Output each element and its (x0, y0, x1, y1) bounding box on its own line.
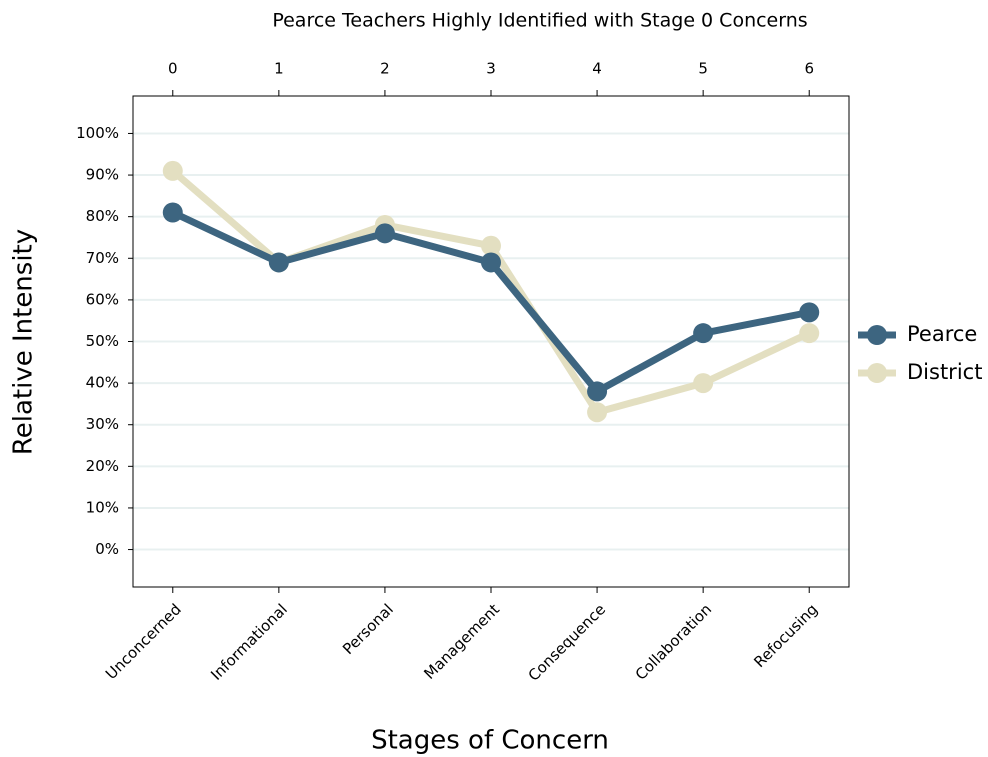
legend-swatch (867, 325, 887, 345)
data-point (799, 323, 820, 344)
data-point (162, 160, 183, 181)
top-tick-label: 5 (698, 60, 708, 78)
data-point (481, 252, 501, 273)
x-tick-label: Refocusing (750, 600, 821, 671)
x-axis-title: Stages of Concern (371, 726, 609, 756)
data-point (799, 302, 820, 323)
y-tick-label: 30% (86, 415, 119, 433)
top-tick-label: 1 (274, 60, 284, 78)
chart-title: Pearce Teachers Highly Identified with S… (272, 10, 807, 32)
x-tick-label: Personal (339, 600, 397, 658)
top-tick-label: 3 (486, 60, 496, 78)
x-tick-label: Management (420, 600, 503, 683)
y-tick-label: 0% (95, 540, 119, 558)
y-tick-label: 50% (86, 332, 119, 350)
x-tick-label: Collaboration (632, 600, 715, 683)
y-axis-title: Relative Intensity (9, 229, 39, 455)
data-point (162, 202, 183, 223)
series-line (170, 168, 811, 416)
top-tick-label: 4 (592, 60, 602, 78)
y-tick-label: 100% (76, 124, 119, 142)
x-tick-label: Consequence (525, 600, 609, 684)
legend-label: District (907, 360, 982, 384)
data-point (374, 223, 395, 244)
data-point (693, 373, 714, 394)
data-point (587, 381, 608, 402)
y-tick-label: 70% (86, 249, 119, 267)
top-tick-label: 0 (168, 60, 178, 78)
x-tick-label: Informational (207, 600, 291, 684)
y-tick-label: 80% (86, 207, 119, 225)
x-tick-label: Unconcerned (102, 600, 185, 683)
y-tick-label: 20% (86, 457, 119, 475)
legend-label: Pearce (907, 322, 977, 346)
y-tick-label: 90% (86, 166, 119, 184)
y-tick-label: 60% (86, 290, 119, 308)
top-tick-label: 2 (380, 60, 390, 78)
y-tick-label: 40% (86, 374, 119, 392)
data-point (481, 235, 501, 256)
legend-swatch (867, 363, 887, 383)
top-tick-label: 6 (804, 60, 814, 78)
data-point (693, 323, 714, 344)
data-point (587, 402, 608, 423)
data-point (268, 252, 289, 273)
y-tick-label: 10% (86, 498, 119, 516)
